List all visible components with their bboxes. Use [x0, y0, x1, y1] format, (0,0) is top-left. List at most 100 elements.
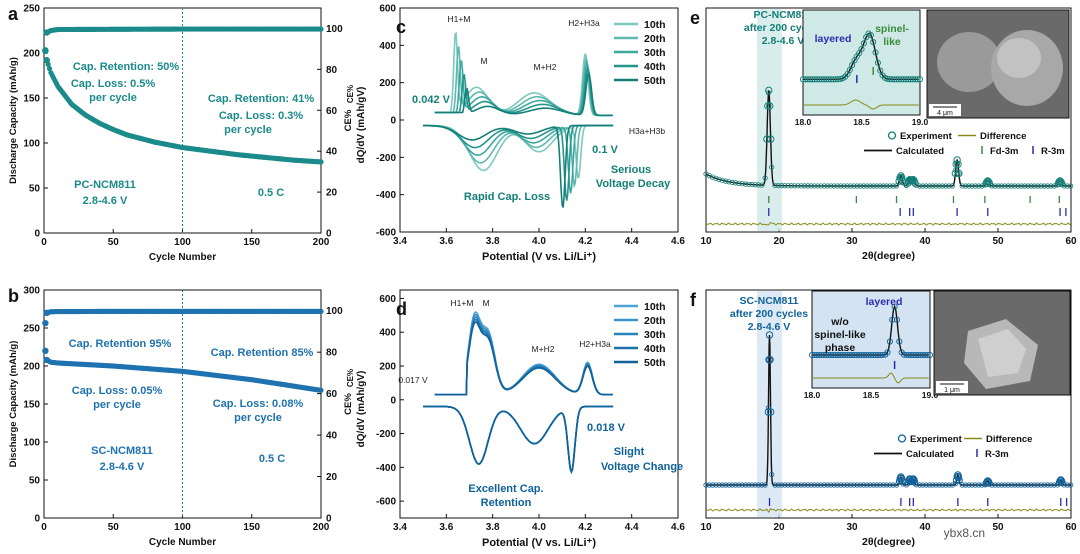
experiment-point [867, 183, 873, 189]
annotation: Cap. Retention: 41% [208, 93, 315, 105]
experiment-point [953, 481, 959, 487]
capacity-point [42, 347, 49, 354]
inset-tick-label: 18.5 [863, 390, 880, 400]
experiment-point [752, 482, 758, 488]
x-tick-label: 10 [700, 236, 712, 247]
experiment-point [1025, 183, 1031, 189]
annotation: per cycle [224, 124, 272, 136]
experiment-point [795, 482, 801, 488]
experiment-point [1005, 482, 1011, 488]
experiment-point [936, 482, 942, 488]
x-tick-label: 4.2 [578, 236, 592, 247]
experiment-point [1012, 482, 1018, 488]
inset-tick-label: 19.0 [912, 117, 929, 127]
legend-label: 20th [644, 315, 666, 327]
experiment-point [854, 482, 860, 488]
experiment-point [766, 408, 775, 416]
experiment-point [834, 482, 841, 488]
annotation: M+H2 [534, 62, 557, 72]
y-tick-label: 100 [23, 438, 40, 449]
experiment-point [831, 183, 837, 189]
experiment-point [959, 183, 965, 189]
inset-point [926, 351, 934, 359]
x-tick-label: 20 [773, 236, 785, 247]
y-tick-label: 200 [379, 78, 396, 89]
inset-point [844, 351, 851, 359]
inset-point [891, 76, 898, 83]
annotation: SC-NCM811 [91, 445, 153, 457]
y-tick-label: -400 [376, 190, 396, 201]
inset-label: w/o [830, 316, 849, 328]
experiment-point [969, 183, 975, 189]
experiment-point [955, 476, 963, 484]
y2-tick-label: 80 [326, 65, 338, 76]
experiment-point [778, 183, 785, 189]
experiment-point [746, 181, 752, 187]
inset-point [870, 39, 877, 46]
experiment-point [1058, 179, 1066, 188]
experiment-point [775, 482, 781, 488]
y-tick-label: -600 [376, 497, 396, 508]
experiment-point [1025, 482, 1031, 488]
experiment-point [992, 183, 998, 189]
experiment-point [933, 482, 939, 488]
inset: 18.0 18.5 19.0 layered spinel-like [795, 9, 929, 127]
experiment-point [1005, 183, 1011, 189]
legend-label: 50th [644, 75, 666, 87]
inset-difference [803, 99, 919, 110]
annotation: Cap. Loss: 0.5% [71, 78, 156, 90]
panel-letter: f [690, 290, 697, 310]
y-tick-label: -200 [376, 153, 396, 164]
sem-scale-label: 1 μm [944, 387, 960, 394]
experiment-point [769, 164, 775, 170]
inset-point [909, 76, 917, 83]
experiment-point [1022, 482, 1028, 488]
experiment-point [815, 482, 821, 488]
panel-letter: c [396, 17, 406, 37]
series-30th-discharge [423, 405, 614, 474]
inset-point [837, 351, 844, 359]
inset-point [860, 351, 867, 359]
experiment-point [782, 482, 788, 488]
x-tick-label: 3.4 [393, 522, 407, 533]
inset-point [893, 76, 900, 83]
x-axis-label: Potential (V vs. Li/Li⁺) [482, 537, 596, 549]
legend-label: 20th [644, 33, 666, 45]
experiment-point [764, 408, 773, 416]
experiment-point [1031, 482, 1038, 488]
inset-point [922, 351, 929, 359]
experiment-point [1058, 478, 1066, 487]
inset-tick-label: 18.0 [804, 390, 821, 400]
x-tick-label: 100 [174, 237, 191, 248]
experiment-point [1038, 183, 1044, 189]
annotation: Voltage Decay [596, 178, 671, 190]
legend-label: 30th [644, 329, 666, 341]
inset-point [872, 49, 879, 56]
experiment-point [877, 183, 883, 189]
experiment-point [798, 482, 804, 488]
y2-tick-label: 40 [326, 147, 338, 158]
annotation: M+H2 [532, 344, 555, 354]
inset-label: layered [866, 296, 903, 308]
experiment-point [831, 482, 837, 488]
legend: Experiment Difference Calculated Fd-3m R-3m [864, 131, 1065, 157]
inset-point [823, 351, 830, 359]
experiment-series [703, 86, 1074, 189]
inset-point [877, 351, 884, 359]
y2-tick-label: 20 [326, 472, 338, 483]
inset-frame [811, 290, 931, 389]
panel-d: 3.4 3.6 3.8 4.0 4.2 4.4 4.6 -600 -400 -200 0 200 400… [346, 289, 685, 549]
inset-tick-label: 18.5 [853, 117, 870, 127]
annotation: 0.042 V [412, 94, 451, 106]
experiment-point [930, 482, 936, 488]
series-40th-charge [434, 66, 613, 117]
experiment-point [719, 177, 726, 183]
capacity-series [42, 47, 324, 165]
experiment-point [818, 183, 824, 189]
experiment-point [943, 183, 949, 189]
experiment-point [739, 482, 745, 488]
inset-point [914, 76, 921, 83]
annotation: 2.8-4.6 V [100, 461, 145, 473]
x-tick-label: 50 [992, 236, 1004, 247]
